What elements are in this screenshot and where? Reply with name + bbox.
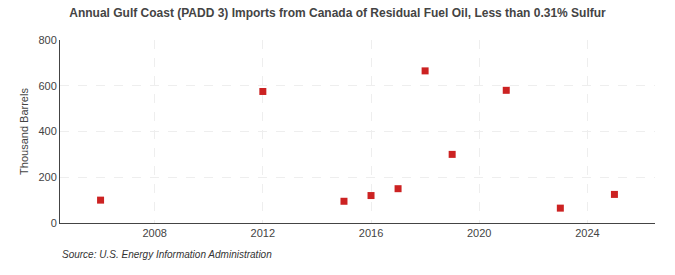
svg-text:800: 800 xyxy=(38,34,56,46)
svg-text:2020: 2020 xyxy=(467,227,491,239)
svg-text:600: 600 xyxy=(38,80,56,92)
svg-text:Source: U.S. Energy Informatio: Source: U.S. Energy Information Administ… xyxy=(62,249,272,260)
svg-text:2016: 2016 xyxy=(359,227,383,239)
svg-text:Annual Gulf Coast (PADD 3) Imp: Annual Gulf Coast (PADD 3) Imports from … xyxy=(69,6,606,20)
svg-text:2012: 2012 xyxy=(251,227,275,239)
svg-text:200: 200 xyxy=(38,171,56,183)
svg-text:400: 400 xyxy=(38,125,56,137)
svg-text:Thousand Barrels: Thousand Barrels xyxy=(18,88,30,175)
svg-text:2024: 2024 xyxy=(575,227,599,239)
svg-text:0: 0 xyxy=(51,217,57,229)
svg-text:2008: 2008 xyxy=(142,227,166,239)
